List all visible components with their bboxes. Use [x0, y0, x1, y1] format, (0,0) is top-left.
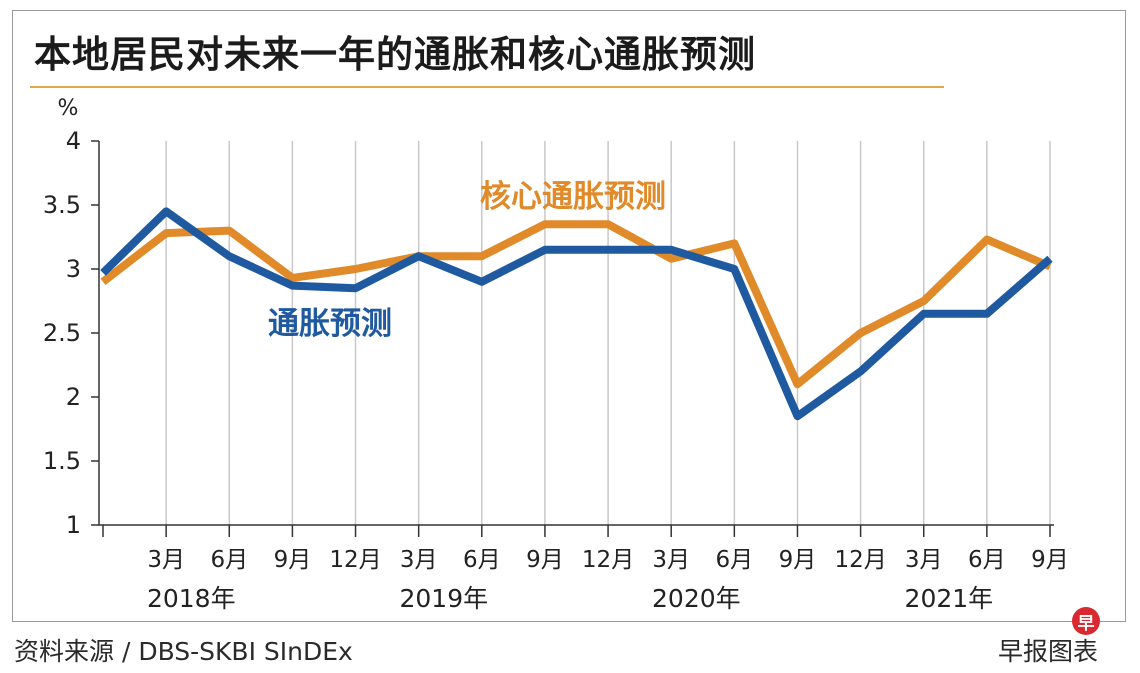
labels: 1 1.5 2 2.5 3 3.5 4% 3月 6月 9月 12月 3月 6月 9月 12月 3月 6月 9月 12… — [43, 96, 1069, 613]
x-tick-label: 12月 — [834, 547, 886, 573]
inflation-series-label: 通胀预测 — [268, 306, 392, 342]
y-tick-label: 3.5 — [43, 191, 81, 219]
x-tick-label: 9月 — [1031, 547, 1069, 573]
x-tick-label: 3月 — [400, 547, 438, 573]
brand-badge-icon: 早 — [1072, 607, 1100, 635]
x-tick-label: 3月 — [147, 547, 185, 573]
y-tick-label: 1.5 — [43, 447, 81, 475]
x-tick-label: 12月 — [329, 547, 381, 573]
x-tick-label: 12月 — [582, 547, 634, 573]
year-label: 2019年 — [399, 584, 488, 613]
y-tick-label: 1 — [66, 511, 81, 539]
x-tick-label: 3月 — [652, 547, 690, 573]
title-underline — [30, 86, 944, 88]
year-label: 2021年 — [905, 584, 994, 613]
y-tick-label: 2 — [66, 383, 81, 411]
grid-lines — [165, 141, 1051, 525]
year-label: 2018年 — [147, 584, 236, 613]
core-inflation-series-label: 核心通胀预测 — [480, 179, 666, 215]
x-tick-label: 6月 — [210, 547, 248, 573]
y-tick-label: 3 — [66, 255, 81, 283]
x-tick-label: 6月 — [716, 547, 754, 573]
x-tick-label: 3月 — [905, 547, 943, 573]
year-label: 2020年 — [652, 584, 741, 613]
inflation-series-line — [100, 207, 1053, 421]
axes — [91, 140, 1054, 537]
brand-label: 早报图表 — [998, 637, 1099, 666]
source-note: 资料来源 / DBS-SKBI SInDEx — [14, 637, 353, 666]
series-lines — [100, 207, 1053, 421]
y-axis-unit: % — [58, 96, 79, 121]
x-tick-label: 9月 — [526, 547, 564, 573]
x-tick-label: 9月 — [274, 547, 312, 573]
y-tick-label: 2.5 — [43, 319, 81, 347]
y-tick-label: 4 — [66, 127, 81, 155]
core-inflation-series-line — [100, 220, 1052, 389]
x-tick-label: 6月 — [463, 547, 501, 573]
x-tick-label: 6月 — [968, 547, 1006, 573]
x-tick-label: 9月 — [779, 547, 817, 573]
chart-title: 本地居民对未来一年的通胀和核心通胀预测 — [34, 33, 756, 76]
